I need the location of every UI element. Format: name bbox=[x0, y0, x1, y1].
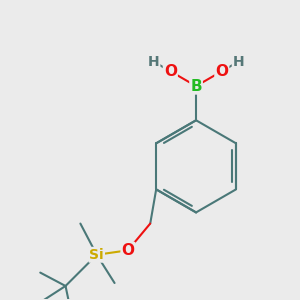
Text: B: B bbox=[190, 79, 202, 94]
Text: Si: Si bbox=[89, 248, 104, 262]
Text: H: H bbox=[233, 55, 244, 69]
Text: O: O bbox=[215, 64, 228, 79]
Text: H: H bbox=[148, 55, 159, 69]
Text: O: O bbox=[164, 64, 177, 79]
Text: O: O bbox=[122, 243, 134, 258]
